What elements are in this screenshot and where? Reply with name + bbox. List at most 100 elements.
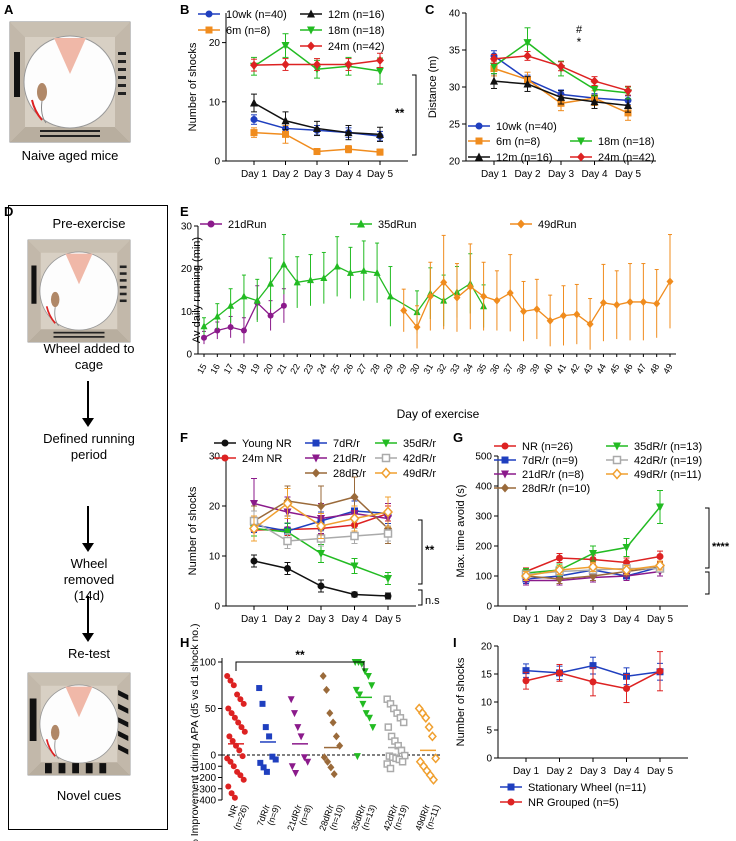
h-data-point [361,668,369,676]
e-data-point [360,266,368,274]
f-ytick-label: 20 [209,502,221,513]
h-ytick-label: -400 [196,796,216,807]
f-legend-label: 42dR/r [403,453,436,465]
c-xtick-label: Day 4 [581,169,608,180]
e-data-point [533,305,541,314]
g-xtick-label: Day 5 [647,614,674,625]
f-bracket-upper [418,519,423,585]
f-data-point [350,531,359,541]
f-xtick-label: Day 3 [308,614,335,625]
b-data-point [345,145,352,153]
g-legend-marker [611,468,623,480]
b-data-point [376,148,384,156]
i-xtick-label: Day 4 [613,766,640,777]
e-xtick-label: 42 [568,362,582,376]
i-ytick-label: 20 [481,642,493,653]
f-data-point [248,522,260,535]
i-data-point [589,678,597,686]
c-legend-marker [577,152,585,162]
h-data-point [231,794,238,801]
e-xtick-label: 49 [661,362,675,376]
f-data-point [351,591,358,598]
e-ytick-label: 0 [186,350,192,361]
b-legend-label: 18m (n=18) [328,25,385,37]
h-data-point [225,705,232,712]
h-data-point [240,700,247,707]
h-data-point [262,724,269,731]
f-legend-label: 49dR/r [403,468,436,480]
g-legend-label: 7dR/r (n=9) [522,455,578,467]
b-data-point [282,130,289,138]
f-data-point [283,536,292,546]
f-y-title: Number of shocks [187,486,199,575]
f-legend-marker [312,454,320,463]
b-data-point [344,128,353,137]
e-data-point [586,320,594,329]
c-hash-label: # [576,24,583,36]
f-data-point [317,550,325,558]
f-data-point [250,557,258,565]
e-data-point [493,296,501,305]
e-data-point [267,279,275,287]
f-legend-label: 7dR/r [333,438,360,450]
h-data-point [353,753,361,761]
g-xtick-label: Day 2 [546,614,573,625]
b-data-point [313,148,321,156]
panel-label-f: F [180,430,188,445]
h-data-point [226,733,233,740]
c-legend-label: 6m (n=8) [496,136,540,148]
e-series-line [203,263,485,327]
h-data-point [362,710,370,718]
c-data-point [490,62,498,71]
arrow-1 [82,381,94,427]
i-legend-marker [507,783,515,791]
g-data-point [520,570,532,582]
h-data-point [366,714,373,722]
i-data-point [522,667,530,675]
h-data-point [324,757,332,766]
panel-label-b: B [180,2,190,17]
e-legend-label: 49dRun [538,219,577,231]
h-data-point [292,770,300,777]
c-legend-label: 10wk (n=40) [496,121,557,133]
f-legend-label: 28dR/r [333,468,366,480]
c-y-title: Distance (m) [427,56,439,118]
e-legend-label: 35dRun [378,219,417,231]
c-data-point [624,101,632,109]
panel-label-a: A [4,2,14,17]
f-xtick-label: Day 4 [341,614,368,625]
b-xtick-label: Day 5 [367,169,394,180]
panel-label-i: I [453,635,457,650]
e-x-title: Day of exercise [397,407,480,421]
f-legend-marker [221,439,229,447]
f-data-point [350,562,359,571]
e-xtick-label: 45 [608,362,622,376]
e-data-point [573,310,581,319]
i-ytick-label: 5 [486,726,492,737]
panel-label-c: C [425,2,435,17]
g-legend-marker [501,456,509,464]
e-xtick-label: 18 [235,362,249,376]
f-legend-marker [312,468,320,478]
b-legend-marker [307,26,315,35]
g-xtick-label: Day 1 [513,614,540,625]
b-data-point [281,116,290,125]
b-legend-marker [205,26,213,34]
c-ytick-label: 30 [449,83,461,94]
g-legend-label: 35dR/r (n=13) [634,441,702,453]
e-xtick-label: 23 [302,362,316,376]
f-data-point [282,497,293,510]
e-data-point [201,334,207,341]
c-data-point [523,39,532,48]
e-data-point [626,297,634,306]
f-ytick-label: 30 [209,452,221,463]
g-ytick-label: 500 [475,452,492,463]
e-legend-marker [517,219,525,229]
f-ytick-label: 0 [214,602,220,613]
h-data-point [231,714,238,721]
i-data-point [656,667,664,675]
c-ytick-label: 25 [449,120,461,131]
e-y-title: Av daily running (min) [191,237,203,343]
e-data-point [267,312,274,319]
